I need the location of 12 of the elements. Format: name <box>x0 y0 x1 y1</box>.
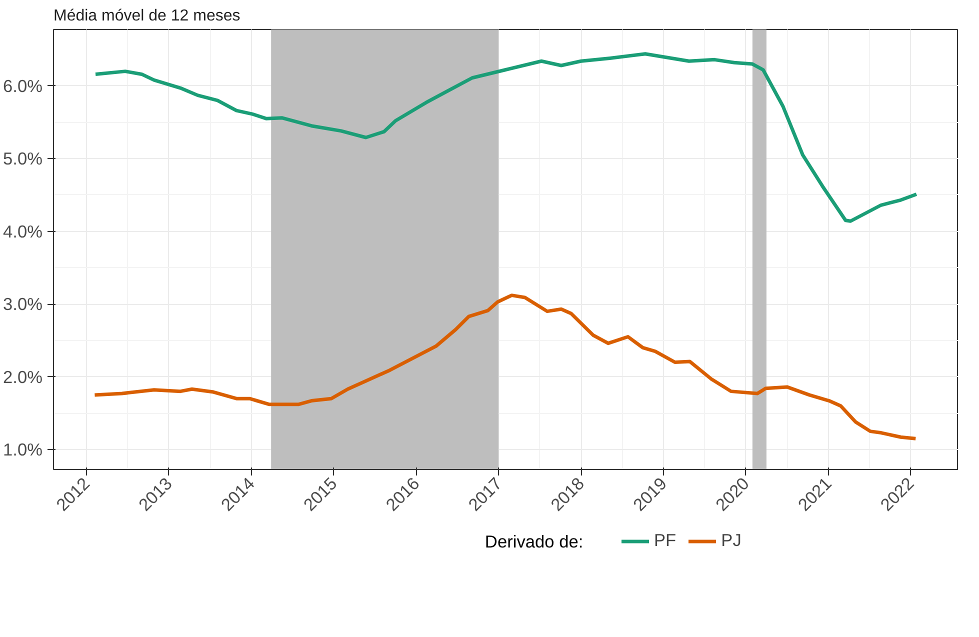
line-series <box>94 52 918 223</box>
y-tick-label: 2.0% <box>3 366 43 387</box>
line-series <box>92 294 918 440</box>
legend-label: PJ <box>721 530 742 551</box>
y-tick-label: 1.0% <box>3 440 43 460</box>
legend-title: Derivado de: <box>484 532 584 552</box>
y-tick-label: 4.0% <box>3 221 43 242</box>
y-tick-label: 5.0% <box>3 148 43 169</box>
legend-label: PF <box>654 530 676 551</box>
y-tick-label: 6.0% <box>3 76 43 96</box>
chart-subtitle: Média móvel de 12 meses <box>54 8 240 24</box>
y-tick-label: 3.0% <box>3 294 43 314</box>
